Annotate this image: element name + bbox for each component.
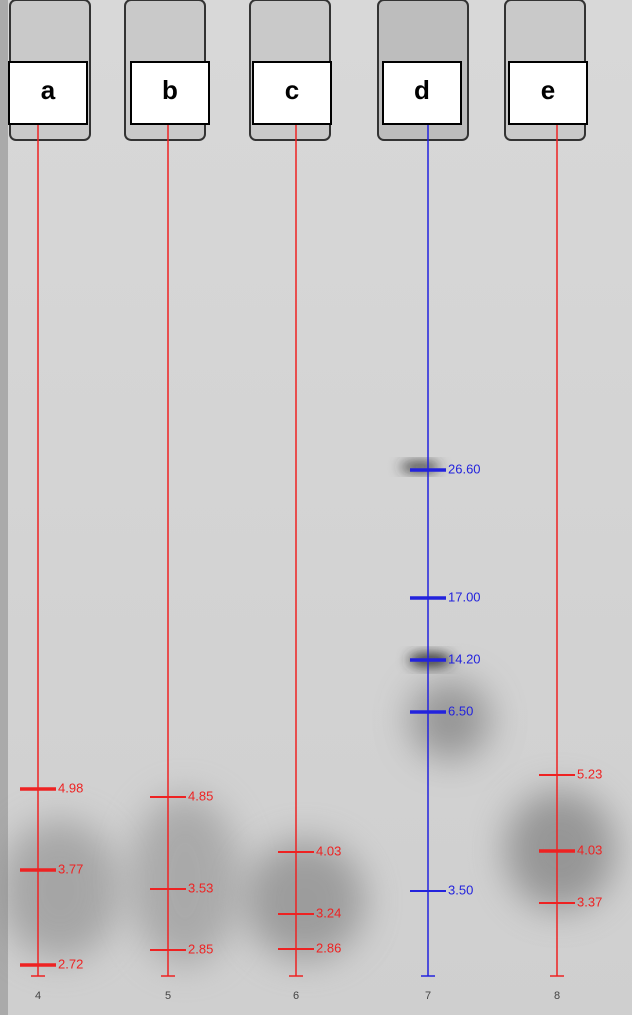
- marker-label: 2.72: [58, 956, 83, 971]
- lane-number: 7: [425, 990, 431, 1002]
- lane-number: 6: [293, 990, 299, 1002]
- marker-label: 3.53: [188, 880, 213, 895]
- marker-label: 4.85: [188, 788, 213, 803]
- marker-label: 14.20: [448, 651, 481, 666]
- marker-label: 2.86: [316, 940, 341, 955]
- lane-label: d: [414, 75, 430, 105]
- gel-image: a 4 4.98 3.77 2.72 b 5 4.85 3.53 2.85 c 6 4.03 3.24 2.…: [0, 0, 632, 1015]
- lane-label: e: [541, 75, 555, 105]
- marker-label: 17.00: [448, 589, 481, 604]
- marker-label: 26.60: [448, 461, 481, 476]
- marker-label: 3.77: [58, 861, 83, 876]
- marker-label: 2.85: [188, 941, 213, 956]
- lane-label: c: [285, 75, 299, 105]
- marker-label: 4.03: [316, 843, 341, 858]
- marker-label: 5.23: [577, 766, 602, 781]
- marker-label: 4.03: [577, 842, 602, 857]
- lane-number: 4: [35, 990, 41, 1002]
- lane-number: 8: [554, 990, 560, 1002]
- lane-number: 5: [165, 990, 171, 1002]
- marker-label: 3.24: [316, 905, 341, 920]
- lane-label: a: [41, 75, 56, 105]
- marker-label: 3.37: [577, 894, 602, 909]
- marker-label: 4.98: [58, 780, 83, 795]
- marker-label: 3.50: [448, 882, 473, 897]
- lane-label: b: [162, 75, 178, 105]
- marker-label: 6.50: [448, 703, 473, 718]
